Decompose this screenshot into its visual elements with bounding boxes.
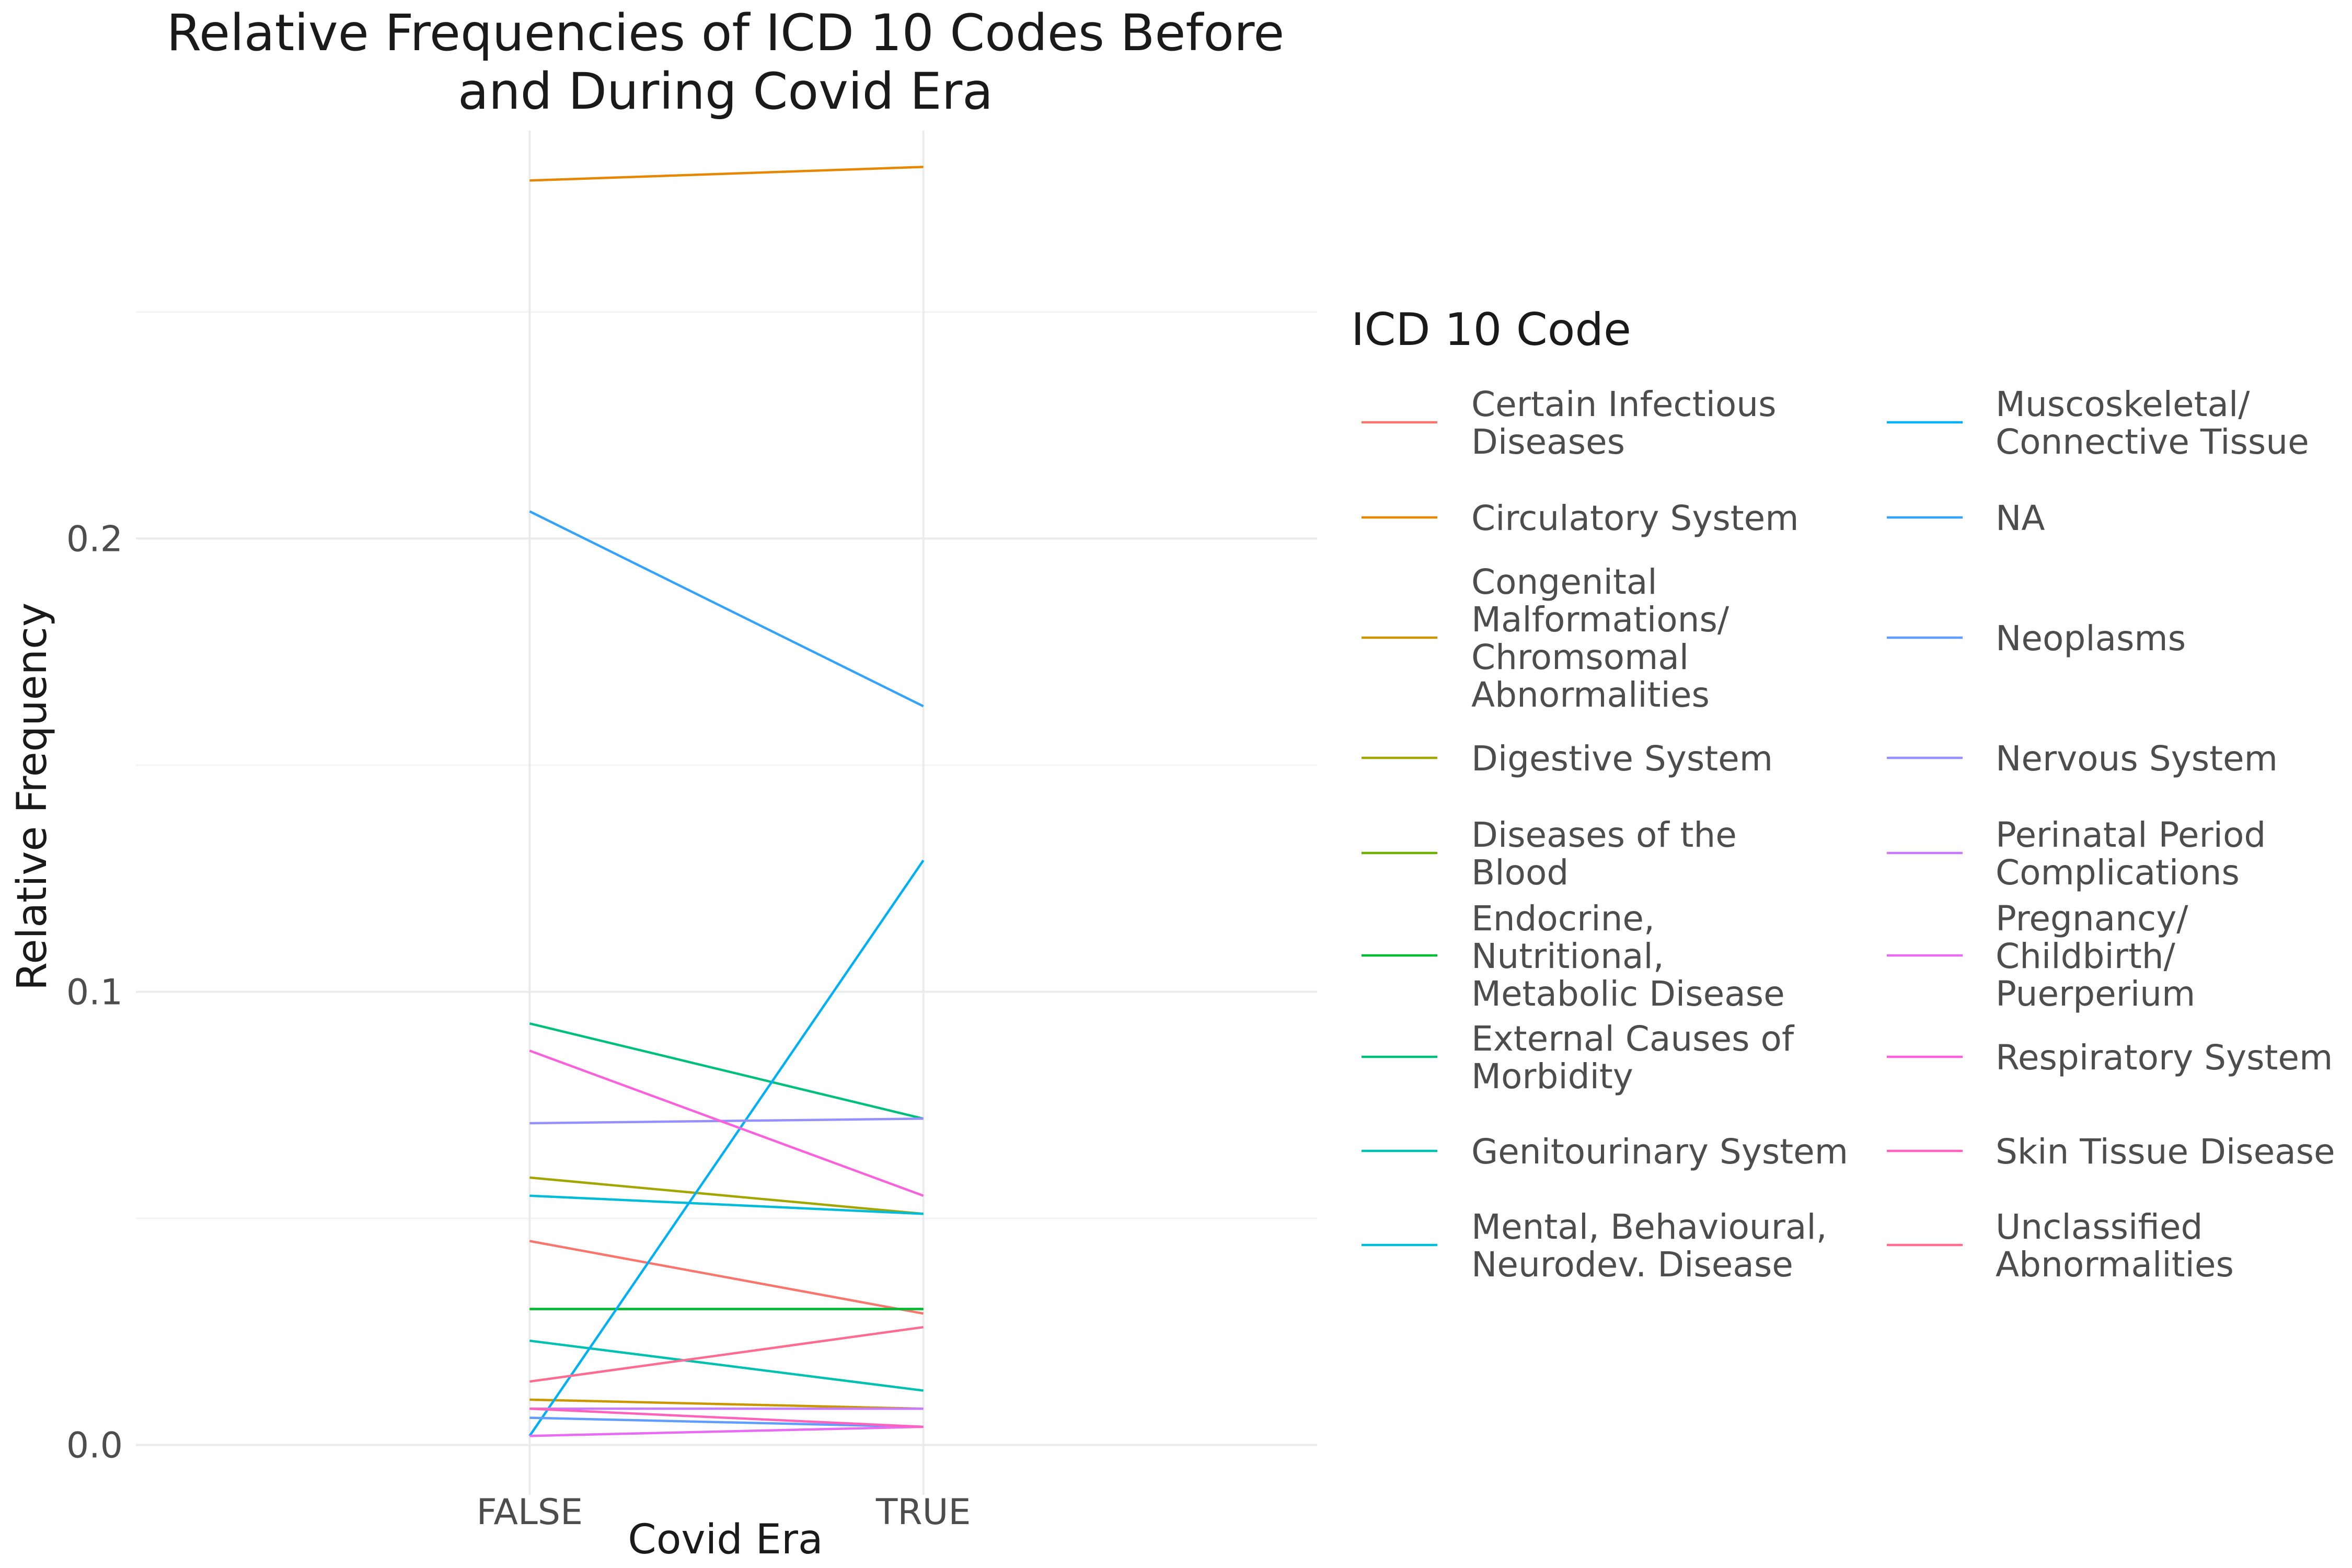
- series-line-respiratory-system: [529, 1050, 924, 1197]
- legend-label-line: Perinatal Period: [1996, 815, 2266, 855]
- legend-label: Perinatal Period Complications: [1996, 815, 2266, 893]
- legend-label-line: Abnormalities: [1996, 1244, 2234, 1285]
- series-line-congenital-malformations-chromsomal-abnormalities: [529, 1398, 924, 1410]
- x-axis-title: Covid Era: [628, 1516, 823, 1563]
- legend-label-line: Pregnancy/: [1996, 898, 2188, 939]
- legend-label-line: Diseases: [1471, 422, 1625, 462]
- legend-label-line: Childbirth/: [1996, 936, 2176, 976]
- legend-label-line: Neurodev. Disease: [1471, 1244, 1793, 1285]
- legend-label-line: Morbidity: [1471, 1056, 1633, 1097]
- legend-label-line: Mental, Behavioural,: [1471, 1207, 1827, 1247]
- legend-label-line: Congenital: [1471, 562, 1657, 602]
- series-line-unclassified-abnormalities: [529, 1325, 924, 1383]
- legend-label-line: Unclassified: [1996, 1207, 2203, 1247]
- series-line-genitourinary-system: [529, 1339, 924, 1392]
- legend-label-line: Genitourinary System: [1471, 1132, 1848, 1172]
- legend-label-line: Metabolic Disease: [1471, 974, 1785, 1014]
- legend-label-line: Chromsomal: [1471, 637, 1689, 677]
- legend-label: Muscoskeletal/Connective Tissue: [1996, 384, 2309, 462]
- series-line-na: [529, 510, 924, 708]
- legend-label: External Causes of Morbidity: [1471, 1019, 1795, 1097]
- legend-label-line: Circulatory System: [1471, 498, 1799, 538]
- legend-label: Pregnancy/Childbirth/Puerperium: [1996, 898, 2195, 1014]
- series-line-external-causes-of-morbidity: [529, 1022, 924, 1120]
- legend-label-line: Complications: [1996, 852, 2240, 893]
- legend-label: Circulatory System: [1471, 498, 1799, 538]
- legend-label: Mental, Behavioural, Neurodev. Disease: [1471, 1207, 1827, 1285]
- legend-label-line: Neoplasms: [1996, 618, 2186, 659]
- series-line-certain-infectious-diseases: [529, 1240, 924, 1315]
- legend-label-line: Diseases of the: [1471, 815, 1737, 855]
- legend-label: Nervous System: [1996, 739, 2278, 779]
- series-line-neoplasms: [529, 1416, 924, 1428]
- x-tick-label: TRUE: [875, 1492, 971, 1533]
- legend-label-line: Respiratory System: [1996, 1037, 2333, 1078]
- legend-label-line: Malformations/: [1471, 599, 1730, 640]
- legend-label: Certain Infectious Diseases: [1471, 384, 1777, 462]
- legend-label: Unclassified Abnormalities: [1996, 1207, 2234, 1285]
- axes: 0.0 0.1 0.2 FALSE TRUE Covid Era Relative Freq…: [9, 518, 971, 1563]
- legend-label: Genitourinary System: [1471, 1132, 1848, 1172]
- legend-label-line: Muscoskeletal/: [1996, 384, 2250, 424]
- series-line-digestive-system: [529, 1176, 924, 1215]
- series-line-circulatory-system: [529, 166, 924, 182]
- legend-label-line: External Causes of: [1471, 1019, 1795, 1059]
- series-line-pregnancy-childbirth-puerperium: [529, 1425, 924, 1437]
- series-lines: [528, 166, 925, 1437]
- legend-label: Digestive System: [1471, 739, 1773, 779]
- grid: [136, 131, 1317, 1495]
- legend-label-line: Nutritional,: [1471, 936, 1664, 976]
- legend-label: Respiratory System: [1996, 1037, 2333, 1078]
- y-tick-label: 0.1: [66, 972, 123, 1013]
- x-tick-label: FALSE: [477, 1492, 583, 1533]
- legend-label-line: Digestive System: [1471, 739, 1773, 779]
- legend-label-line: Blood: [1471, 852, 1569, 893]
- legend-label-line: NA: [1996, 498, 2045, 538]
- y-tick-label: 0.0: [66, 1425, 123, 1467]
- chart-title-line: and During Covid Era: [458, 62, 993, 121]
- legend-label-line: Nervous System: [1996, 739, 2278, 779]
- series-line-nervous-system: [529, 1117, 924, 1125]
- legend-label-line: Skin Tissue Disease: [1996, 1132, 2335, 1172]
- legend-label-line: Connective Tissue: [1996, 422, 2309, 462]
- legend-label: Skin Tissue Disease: [1996, 1132, 2335, 1172]
- y-axis-title: Relative Frequency: [9, 603, 56, 990]
- legend-label-line: Endocrine,: [1471, 898, 1655, 939]
- legend-label: Diseases of the Blood: [1471, 815, 1737, 893]
- y-tick-label: 0.2: [66, 518, 123, 560]
- legend-label: Neoplasms: [1996, 618, 2186, 659]
- legend-label: Endocrine, Nutritional, Metabolic Disease: [1471, 898, 1785, 1014]
- series-line-muscoskeletal-connective-tissue: [528, 859, 925, 1437]
- chart-title: Relative Frequencies of ICD 10 Codes Bef…: [167, 4, 1285, 121]
- legend-label-line: Puerperium: [1996, 974, 2195, 1014]
- series-line-skin-tissue-disease: [529, 1408, 924, 1428]
- legend-label-line: Certain Infectious: [1471, 384, 1777, 424]
- legend-label: Congenital Malformations/Chromsomal Abnorm…: [1471, 562, 1730, 715]
- chart-title-line: Relative Frequencies of ICD 10 Codes Bef…: [167, 4, 1285, 62]
- series-line-mental-behavioural-neurodev-disease: [529, 1194, 924, 1215]
- legend-label-line: Abnormalities: [1471, 675, 1710, 715]
- legend-title: ICD 10 Code: [1351, 304, 1631, 356]
- legend-label: NA: [1996, 498, 2045, 538]
- legend: ICD 10 Code Certain Infectious Diseases Cir…: [1351, 304, 2335, 1285]
